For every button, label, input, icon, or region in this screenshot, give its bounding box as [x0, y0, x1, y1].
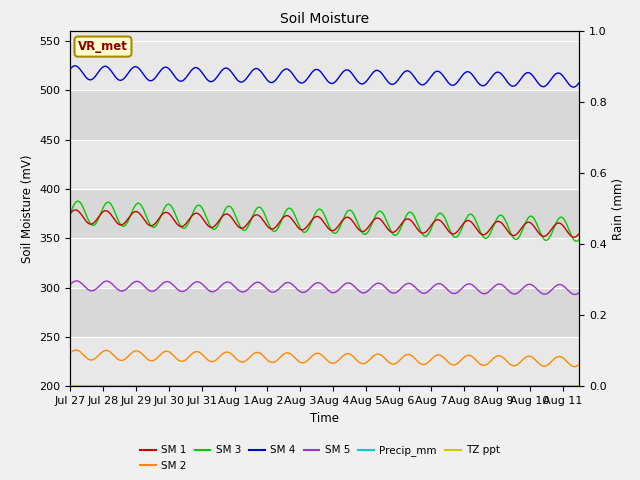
SM 4: [67, 66, 74, 72]
SM 4: [324, 79, 332, 84]
SM 1: [452, 230, 460, 236]
TZ ppt: [67, 384, 74, 389]
SM 4: [575, 80, 583, 85]
SM 1: [575, 230, 583, 236]
SM 2: [222, 349, 230, 355]
SM 5: [535, 288, 543, 294]
SM 2: [72, 347, 80, 353]
SM 3: [575, 236, 583, 242]
SM 1: [178, 224, 186, 229]
Line: SM 3: SM 3: [70, 201, 579, 241]
Bar: [70, 189, 579, 239]
SM 4: [535, 81, 543, 87]
Title: Soil Moisture: Soil Moisture: [280, 12, 369, 26]
SM 3: [74, 198, 82, 204]
SM 5: [452, 290, 460, 296]
SM 5: [324, 288, 332, 293]
SM 4: [178, 78, 186, 84]
Precip_mm: [324, 384, 332, 389]
Precip_mm: [534, 384, 542, 389]
SM 5: [67, 281, 74, 287]
SM 1: [552, 221, 560, 227]
SM 1: [67, 211, 74, 216]
SM 2: [178, 359, 186, 364]
TZ ppt: [177, 384, 185, 389]
TZ ppt: [451, 384, 459, 389]
SM 3: [324, 221, 332, 227]
X-axis label: Time: Time: [310, 412, 339, 425]
Precip_mm: [177, 384, 185, 389]
SM 2: [571, 364, 579, 370]
Line: SM 2: SM 2: [70, 350, 579, 367]
SM 1: [71, 207, 79, 213]
SM 2: [535, 360, 543, 366]
SM 4: [71, 63, 79, 69]
SM 5: [572, 291, 579, 297]
SM 3: [222, 206, 230, 212]
SM 2: [575, 361, 583, 367]
TZ ppt: [221, 384, 228, 389]
Bar: [70, 41, 579, 90]
Y-axis label: Soil Moisture (mV): Soil Moisture (mV): [21, 155, 34, 263]
Bar: [70, 90, 579, 140]
SM 2: [552, 355, 560, 360]
Bar: [70, 288, 579, 337]
SM 3: [67, 210, 74, 216]
SM 3: [178, 225, 186, 230]
SM 1: [535, 230, 543, 236]
TZ ppt: [324, 384, 332, 389]
SM 5: [222, 279, 230, 285]
Precip_mm: [451, 384, 459, 389]
SM 1: [324, 226, 332, 231]
Precip_mm: [552, 384, 559, 389]
SM 3: [535, 226, 543, 232]
Line: SM 4: SM 4: [70, 66, 579, 87]
SM 4: [570, 84, 577, 90]
SM 2: [67, 350, 74, 356]
SM 3: [452, 234, 460, 240]
SM 1: [570, 234, 577, 240]
SM 4: [452, 81, 460, 87]
Precip_mm: [67, 384, 74, 389]
TZ ppt: [534, 384, 542, 389]
Y-axis label: Rain (mm): Rain (mm): [612, 178, 625, 240]
Line: SM 5: SM 5: [70, 281, 579, 294]
SM 2: [324, 359, 332, 364]
Precip_mm: [221, 384, 228, 389]
SM 2: [452, 362, 460, 368]
Text: VR_met: VR_met: [78, 40, 128, 53]
SM 5: [73, 278, 81, 284]
SM 5: [575, 290, 583, 296]
Bar: [70, 239, 579, 288]
TZ ppt: [552, 384, 559, 389]
Legend: SM 1, SM 2, SM 3, SM 4, SM 5, Precip_mm, TZ ppt: SM 1, SM 2, SM 3, SM 4, SM 5, Precip_mm,…: [136, 441, 504, 475]
SM 1: [222, 211, 230, 217]
Precip_mm: [575, 384, 583, 389]
SM 3: [552, 220, 560, 226]
SM 4: [222, 65, 230, 71]
SM 3: [573, 239, 580, 244]
Bar: [70, 140, 579, 189]
SM 5: [552, 283, 560, 289]
Bar: [70, 337, 579, 386]
SM 5: [178, 288, 186, 294]
Line: SM 1: SM 1: [70, 210, 579, 237]
TZ ppt: [575, 384, 583, 389]
SM 4: [552, 71, 560, 77]
